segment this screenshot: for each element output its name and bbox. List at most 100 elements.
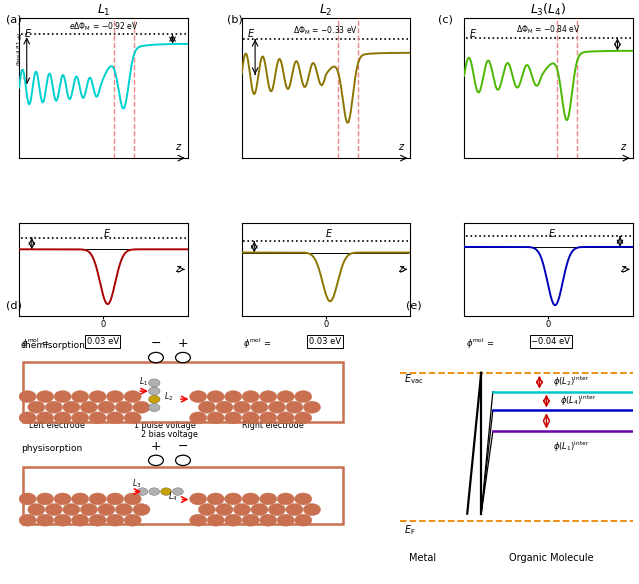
Circle shape — [148, 455, 164, 465]
Circle shape — [89, 391, 106, 402]
Text: $\Delta\Phi_{\rm M}$ = −0.84 eV: $\Delta\Phi_{\rm M}$ = −0.84 eV — [516, 23, 581, 36]
Text: $z$: $z$ — [620, 142, 627, 152]
Circle shape — [98, 401, 115, 413]
Circle shape — [45, 503, 63, 516]
Title: $L_3(L_4)$: $L_3(L_4)$ — [530, 1, 567, 18]
Circle shape — [259, 412, 277, 424]
Circle shape — [242, 412, 259, 424]
Text: $\phi^{\rm mol}$ =: $\phi^{\rm mol}$ = — [466, 337, 494, 352]
Text: $E$: $E$ — [469, 27, 477, 39]
Circle shape — [190, 515, 207, 526]
Text: 1 pulse voltage: 1 pulse voltage — [134, 421, 196, 430]
Circle shape — [268, 503, 286, 516]
Text: $L_2$: $L_2$ — [164, 390, 174, 402]
Circle shape — [124, 412, 141, 424]
Circle shape — [149, 488, 160, 495]
Bar — [22, 467, 343, 524]
Circle shape — [176, 352, 190, 363]
Circle shape — [19, 493, 36, 505]
Circle shape — [72, 412, 89, 424]
Circle shape — [251, 401, 268, 413]
Text: eV: eV — [17, 32, 22, 39]
Text: 2 bias voltage: 2 bias voltage — [141, 430, 197, 439]
Circle shape — [115, 503, 132, 516]
Circle shape — [207, 515, 224, 526]
Text: Organic Molecule: Organic Molecule — [509, 552, 594, 562]
Title: $L_2$: $L_2$ — [319, 2, 333, 18]
Text: $\phi(L_1)^{\rm inter}$: $\phi(L_1)^{\rm inter}$ — [553, 440, 590, 454]
Circle shape — [242, 515, 259, 526]
Circle shape — [173, 488, 183, 495]
Circle shape — [216, 503, 233, 516]
Circle shape — [176, 455, 190, 465]
Text: $e\Delta\Phi_{\rm M}$ = −0.92 eV: $e\Delta\Phi_{\rm M}$ = −0.92 eV — [68, 20, 138, 33]
Text: $\phi^{\rm mol}$ =: $\phi^{\rm mol}$ = — [243, 337, 272, 352]
Text: Metal: Metal — [410, 552, 436, 562]
Text: (b): (b) — [227, 15, 243, 25]
Circle shape — [36, 493, 54, 505]
Circle shape — [295, 515, 312, 526]
Text: $E$: $E$ — [548, 227, 556, 239]
Text: (e): (e) — [406, 301, 421, 311]
Circle shape — [98, 503, 115, 516]
Circle shape — [295, 493, 312, 505]
Circle shape — [133, 401, 150, 413]
Circle shape — [19, 515, 36, 526]
Circle shape — [54, 412, 71, 424]
Circle shape — [148, 395, 160, 404]
Text: $E$: $E$ — [103, 227, 111, 239]
Circle shape — [277, 391, 295, 402]
Circle shape — [54, 391, 71, 402]
Circle shape — [251, 503, 268, 516]
Circle shape — [207, 391, 224, 402]
Circle shape — [277, 493, 295, 505]
Text: $z$: $z$ — [620, 265, 627, 274]
Text: (a): (a) — [6, 15, 22, 25]
Circle shape — [233, 401, 250, 413]
Circle shape — [304, 401, 321, 413]
Title: $L_1$: $L_1$ — [96, 2, 111, 18]
Circle shape — [259, 391, 277, 402]
Text: −: − — [151, 337, 161, 350]
Circle shape — [148, 352, 164, 363]
Circle shape — [54, 493, 71, 505]
Circle shape — [268, 401, 286, 413]
Circle shape — [148, 387, 160, 395]
Text: $z$: $z$ — [175, 265, 183, 274]
Text: +: + — [151, 440, 161, 453]
Circle shape — [295, 412, 312, 424]
Text: $E$: $E$ — [247, 27, 255, 39]
Circle shape — [190, 412, 207, 424]
Circle shape — [259, 515, 277, 526]
Circle shape — [19, 412, 36, 424]
Circle shape — [259, 493, 277, 505]
Text: −: − — [178, 440, 189, 453]
Text: $L_4$: $L_4$ — [168, 491, 177, 503]
Text: 0.03 eV: 0.03 eV — [86, 337, 119, 346]
Circle shape — [225, 412, 242, 424]
Circle shape — [124, 493, 141, 505]
Text: $\Phi_{\rm M}$=4.81: $\Phi_{\rm M}$=4.81 — [15, 40, 24, 65]
Circle shape — [148, 404, 160, 412]
Text: +: + — [178, 337, 189, 350]
Circle shape — [190, 493, 207, 505]
Text: (d): (d) — [6, 301, 22, 311]
Circle shape — [54, 515, 71, 526]
Circle shape — [36, 515, 54, 526]
Circle shape — [72, 493, 89, 505]
Circle shape — [207, 493, 224, 505]
Circle shape — [304, 503, 321, 516]
Circle shape — [225, 493, 242, 505]
Circle shape — [72, 515, 89, 526]
Text: $\phi(L_2)^{\rm inter}$: $\phi(L_2)^{\rm inter}$ — [553, 375, 590, 390]
Text: physisorption: physisorption — [21, 444, 82, 453]
Circle shape — [124, 391, 141, 402]
Circle shape — [89, 515, 106, 526]
Text: 0.03 eV: 0.03 eV — [309, 337, 341, 346]
Text: $z$: $z$ — [175, 142, 183, 152]
Circle shape — [133, 503, 150, 516]
Text: $E$: $E$ — [24, 27, 33, 39]
Text: (c): (c) — [438, 15, 452, 25]
Circle shape — [277, 515, 295, 526]
Circle shape — [107, 515, 124, 526]
